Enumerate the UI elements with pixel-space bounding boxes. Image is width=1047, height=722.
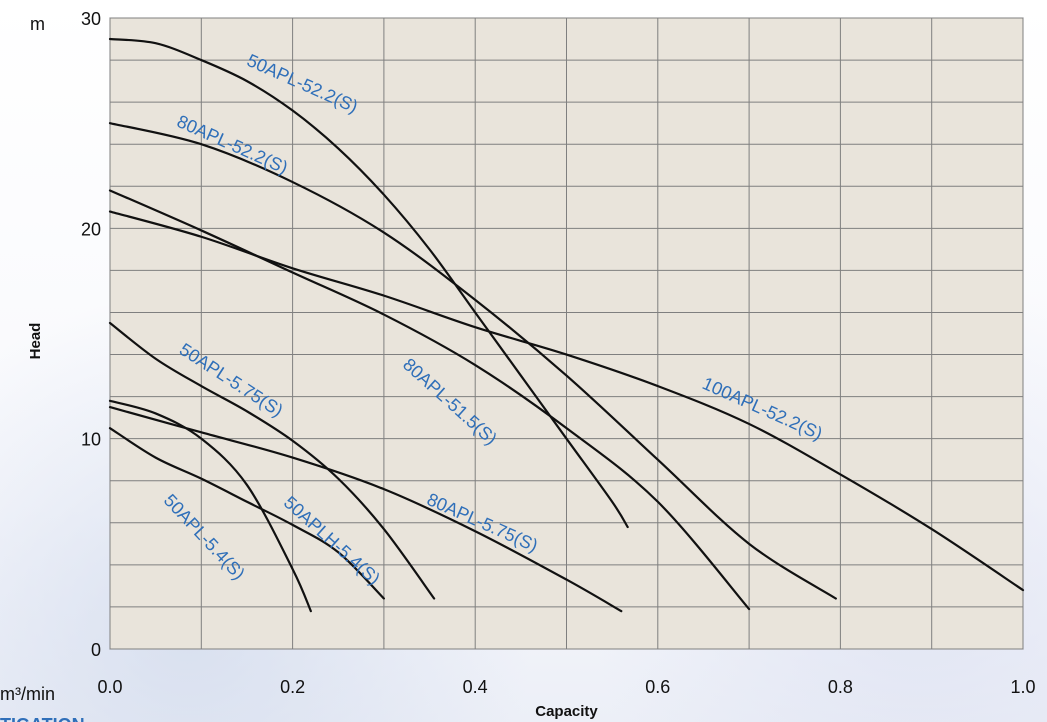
x-tick-label: 0.4 bbox=[463, 677, 488, 697]
page-heading-fragment: TIGATION bbox=[0, 715, 85, 722]
curve-layer bbox=[108, 37, 1025, 613]
y-tick-label: 10 bbox=[81, 430, 101, 450]
y-unit-label: m bbox=[30, 14, 45, 34]
curve-50apl-52-2-s bbox=[108, 37, 629, 529]
x-tick-label: 0.6 bbox=[645, 677, 670, 697]
curve-50apl-5-75-s bbox=[108, 321, 436, 600]
y-tick-label: 20 bbox=[81, 219, 101, 239]
x-tick-label: 0.0 bbox=[97, 677, 122, 697]
curve-50aplh-5-4-s bbox=[108, 427, 385, 600]
x-tick-label: 0.8 bbox=[828, 677, 853, 697]
curve-80apl-5-75-s bbox=[108, 406, 623, 613]
y-tick-label: 30 bbox=[81, 9, 101, 29]
x-tick-label: 0.2 bbox=[280, 677, 305, 697]
y-tick-label: 0 bbox=[91, 640, 101, 660]
curve-80apl-51-5-s bbox=[108, 189, 751, 611]
axis-layer: 0 10 20 30 0.0 0.2 0.4 0.6 0.8 1.0 m m³/min Capacity… bbox=[0, 9, 1036, 722]
x-unit-label: m³/min bbox=[0, 684, 55, 704]
curve-100apl-52-2-s bbox=[108, 210, 1025, 592]
x-axis-title: Capacity bbox=[535, 703, 598, 720]
curve-50apl-5-4-s bbox=[108, 399, 312, 613]
x-tick-label: 1.0 bbox=[1010, 677, 1035, 697]
y-axis-title: Head bbox=[27, 323, 44, 360]
curve-80apl-52-2-s bbox=[108, 122, 837, 600]
